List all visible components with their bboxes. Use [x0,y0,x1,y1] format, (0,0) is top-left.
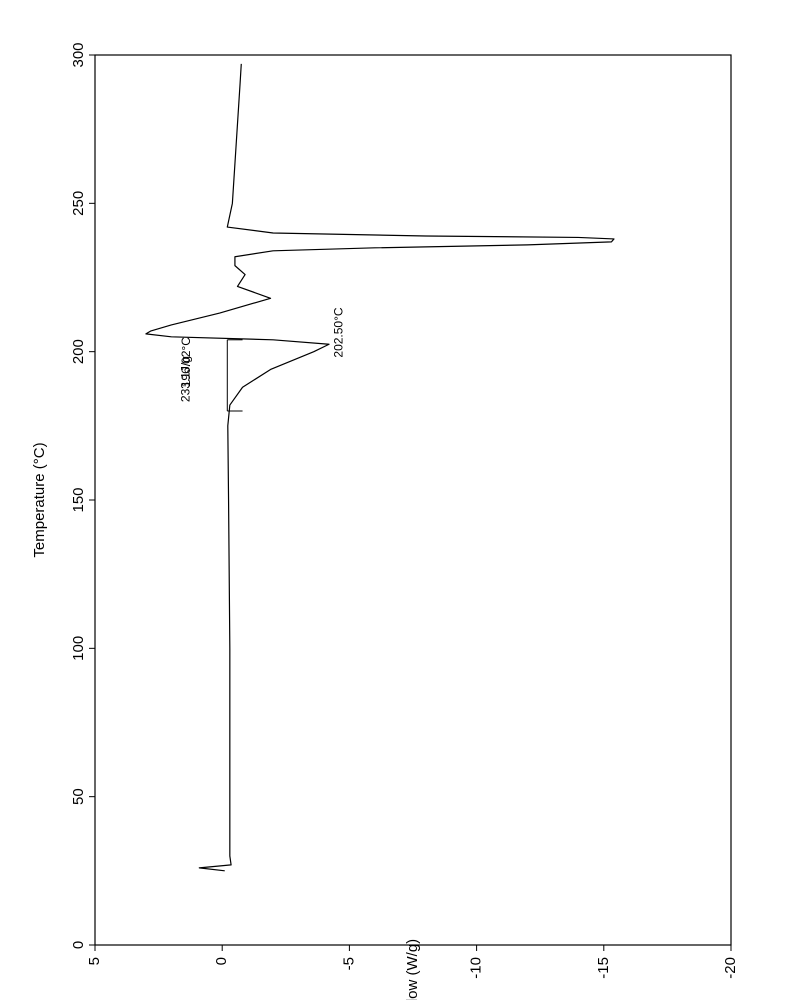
dsc-thermogram-chart: -20 -15 -10 -5 0 5 Heat Flow (W/g) 0 50 100 150 200… [0,0,791,1000]
peak-annotation: 202.50°C [331,307,345,358]
temp-tick-label: 50 [70,788,87,805]
plot-frame [95,55,731,945]
hf-tick-label: 0 [213,957,230,965]
temp-tick-label: 0 [70,941,87,949]
hf-tick-label: -15 [595,957,612,979]
temp-tick-label: 250 [70,191,87,216]
hf-tick-label: 5 [86,957,103,965]
hf-tick-label: -10 [468,957,485,979]
temp-tick-label: 150 [70,487,87,512]
temp-tick-label: 200 [70,339,87,364]
hf-tick-label: -20 [722,957,739,979]
hf-axis-label: Heat Flow (W/g) [404,939,421,1000]
temp-tick-label: 100 [70,636,87,661]
hf-tick-label: -5 [340,957,357,970]
dsc-curve [146,64,614,871]
peak-annotation: 233.1J/g [179,356,193,402]
temp-tick-label: 300 [70,42,87,67]
temp-axis-label: Temperature (°C) [31,442,48,557]
